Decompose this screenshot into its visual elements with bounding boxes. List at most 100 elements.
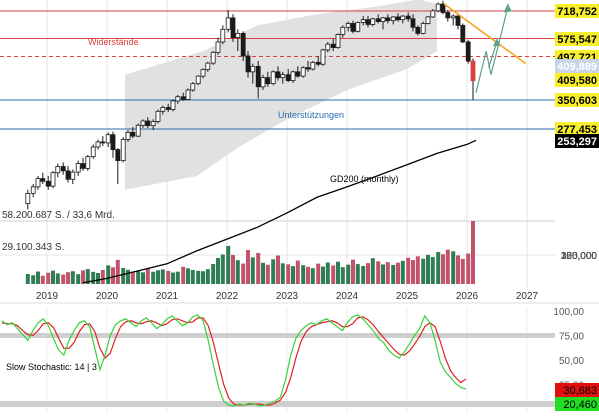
candle-body: [140, 120, 146, 126]
stoch-tick-label: 100,00: [553, 307, 584, 318]
candle-body: [130, 131, 136, 137]
volume-bars: [25, 221, 475, 284]
x-tick-label: 2021: [156, 291, 179, 302]
volume-bar: [336, 261, 340, 284]
candle-body: [410, 18, 416, 28]
candle-body: [400, 15, 406, 21]
volume-bar: [346, 264, 351, 284]
x-tick-label: 2026: [456, 291, 479, 302]
forecast-path: [475, 7, 509, 93]
volume-bar: [280, 263, 285, 284]
candle-body: [125, 131, 131, 140]
level-box-6: [555, 122, 599, 136]
volume-bar: [246, 250, 250, 284]
candle-body: [285, 74, 291, 81]
volume-bar: [321, 266, 325, 284]
volume-bar: [196, 270, 201, 284]
volume-bar: [136, 270, 141, 284]
forecast-arrow-head: [503, 3, 512, 13]
forecast-arrow-2: [488, 41, 498, 68]
volume-bar: [141, 272, 145, 284]
trendlines: [443, 3, 527, 93]
candle-body: [275, 71, 281, 79]
volume-bar: [201, 271, 205, 284]
y-tick-label: 350,000: [561, 251, 598, 262]
candle-body: [215, 41, 221, 53]
volume-bar: [36, 271, 40, 284]
volume-bar: [306, 266, 310, 284]
volume-bar: [121, 267, 126, 284]
volume-bar: [175, 271, 180, 284]
volume-bar: [351, 259, 355, 284]
volume-bar: [106, 265, 111, 284]
candle-body: [460, 24, 466, 43]
stoch-d-value: 30,683: [563, 385, 597, 397]
volume-bar: [40, 275, 45, 284]
stoch-d-box: [555, 383, 599, 397]
volume-bar: [190, 269, 195, 284]
volume-bar: [381, 264, 385, 284]
volume-bar: [160, 269, 165, 284]
gd200-label: GD200 (monthly): [330, 174, 399, 184]
candle-body: [340, 26, 346, 35]
candle-body: [465, 41, 471, 62]
candle-body: [335, 34, 341, 49]
volume-bar: [235, 260, 240, 284]
candle-body: [220, 28, 226, 43]
candle-body: [50, 172, 56, 187]
y-axis: 350,000300,000250,000200,000150,000125,0…: [555, 4, 599, 262]
x-tick-label: 2019: [36, 291, 59, 302]
candle-body: [325, 43, 331, 51]
support-label: Unterstützungen: [278, 110, 344, 120]
candle-body: [235, 32, 241, 38]
volume-bar: [55, 273, 60, 284]
candle-body: [315, 61, 321, 65]
candle-body: [115, 149, 121, 162]
volume-bar: [400, 260, 405, 284]
volume-bar: [451, 251, 456, 284]
volume-bar: [355, 264, 360, 284]
volume-bar: [151, 271, 156, 284]
stochastic-label: Slow Stochastic: 14 | 3: [6, 362, 97, 372]
candle-body: [305, 67, 311, 70]
volume-max-label: 58.200.687 S. / 33,6 Mrd.: [2, 210, 115, 221]
volume-bar: [316, 263, 321, 284]
gd200-line: [82, 139, 477, 284]
candles: [25, 0, 476, 210]
y-tick-label: 100,000: [561, 251, 598, 262]
candle-body: [415, 26, 421, 34]
volume-bar: [460, 258, 465, 284]
volume-bar: [145, 268, 150, 284]
volume-bar: [376, 261, 381, 284]
candle-body: [160, 107, 166, 112]
candle-body: [90, 146, 96, 158]
candle-body: [35, 178, 41, 188]
candle-body: [310, 61, 316, 70]
volume-bar: [70, 271, 75, 284]
volume-bar: [181, 266, 186, 284]
volume-bar: [25, 274, 30, 284]
stoch-k-value: 20,460: [563, 399, 597, 411]
stoch-tick-label: 50,00: [559, 356, 584, 367]
candle-body: [445, 12, 451, 19]
candle-body: [350, 23, 356, 32]
candle-body: [210, 51, 216, 64]
x-tick-label: 2022: [216, 291, 239, 302]
candle-body: [405, 15, 411, 20]
volume-bar: [231, 254, 235, 284]
volume-bar: [370, 258, 375, 284]
candle-body: [230, 17, 236, 38]
candle-body: [455, 15, 461, 26]
candle-body: [270, 71, 276, 85]
candle-body: [45, 180, 51, 187]
level-box-label-1: 575,547: [557, 34, 597, 46]
candle-body: [430, 10, 436, 18]
candle-body: [360, 19, 366, 23]
volume-mid-label: 29.100.343 S.: [2, 242, 64, 253]
candle-body: [180, 96, 186, 100]
level-box-0: [555, 4, 599, 18]
y-tick-label: 150,000: [561, 251, 598, 262]
volume-bar: [331, 265, 336, 284]
level-box-4: [555, 73, 599, 87]
